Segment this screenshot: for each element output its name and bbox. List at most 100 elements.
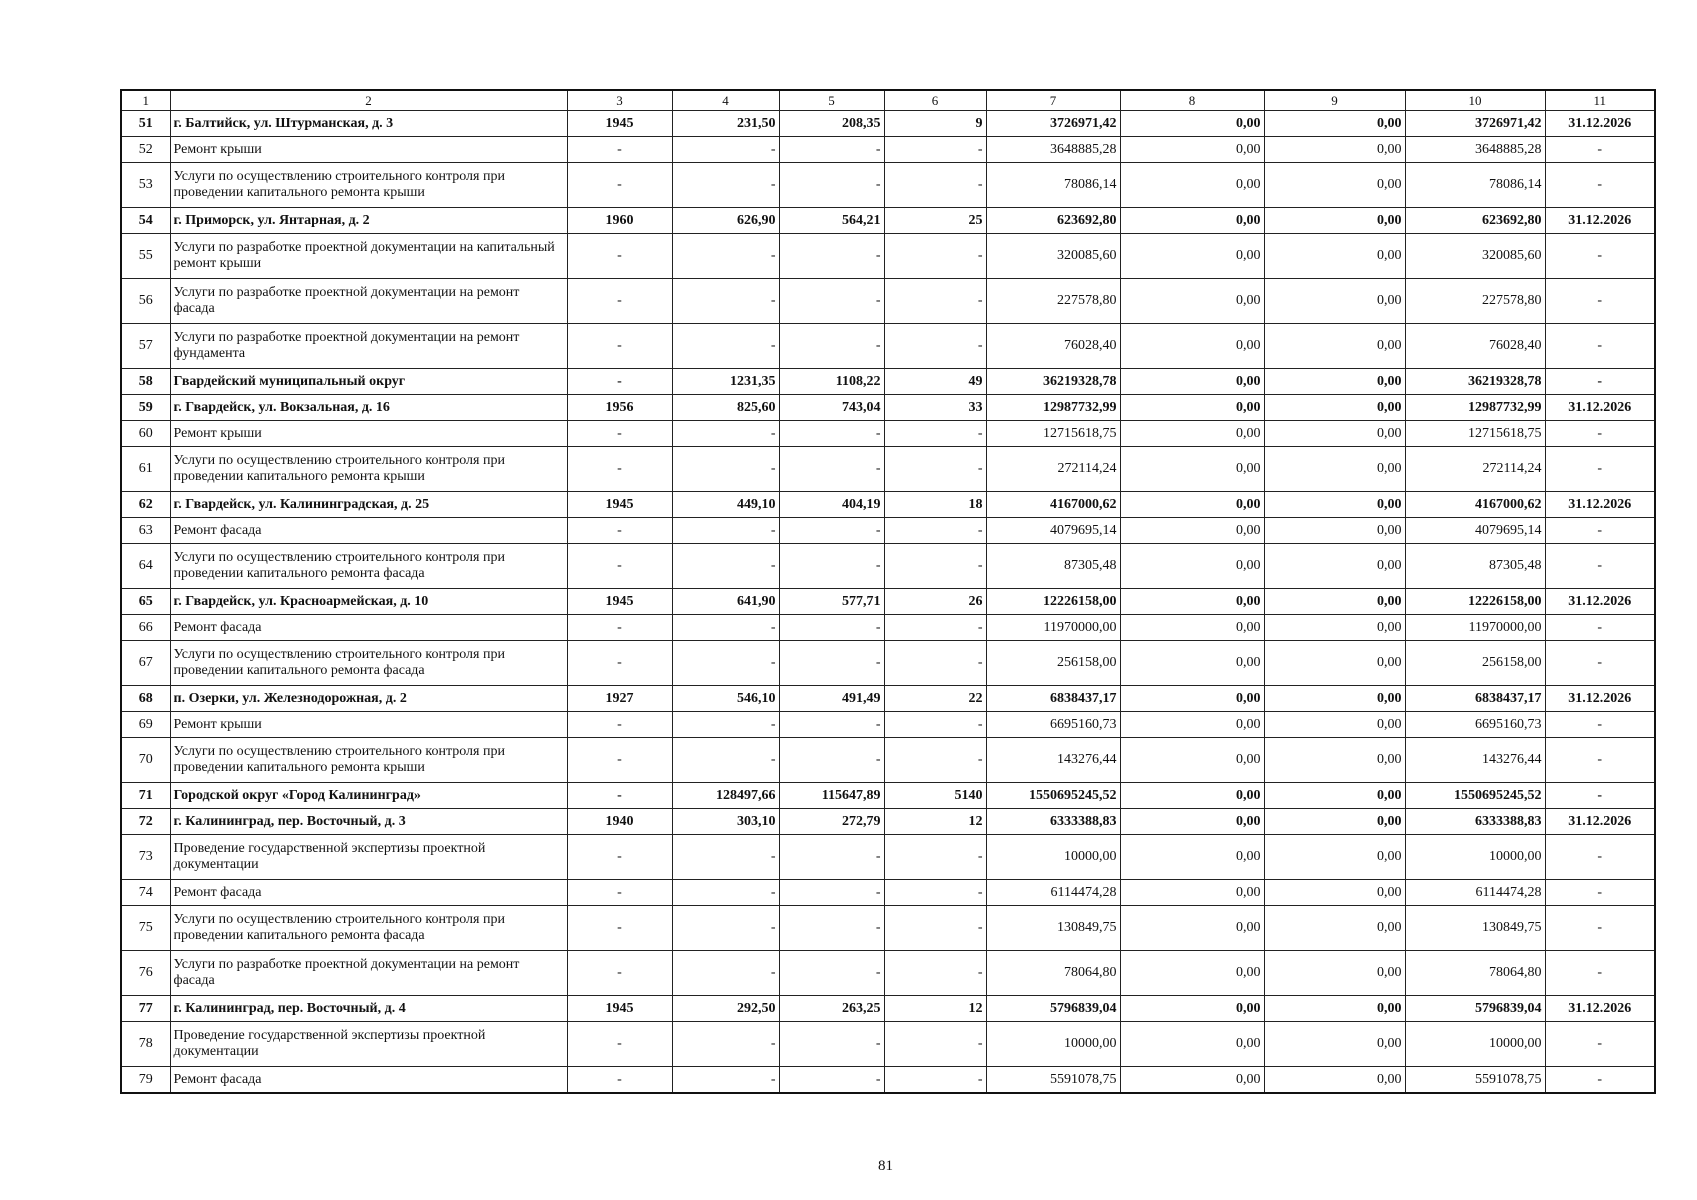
item-name-cell: г. Калининград, пер. Восточный, д. 3: [169, 808, 568, 835]
item-name-cell: г. Балтийск, ул. Штурманская, д. 3: [169, 110, 568, 137]
area-total-cell: 231,50: [671, 110, 780, 137]
fund-federal-cell: 0,00: [1119, 136, 1265, 163]
residents-cell: -: [883, 517, 987, 544]
deadline-cell: 31.12.2026: [1544, 110, 1656, 137]
row-number-cell: 67: [120, 640, 171, 686]
year-cell: -: [566, 368, 673, 395]
area-total-cell: -: [671, 950, 780, 996]
deadline-cell: -: [1544, 614, 1656, 641]
fund-owners-cell: 36219328,78: [1404, 368, 1546, 395]
cost-total-cell: 4079695,14: [985, 517, 1121, 544]
item-name-cell: Услуги по разработке проектной документа…: [169, 950, 568, 996]
residents-cell: -: [883, 278, 987, 324]
column-number-cell: 2: [169, 89, 568, 111]
item-name-cell: Ремонт крыши: [169, 711, 568, 738]
area-total-cell: -: [671, 446, 780, 492]
fund-federal-cell: 0,00: [1119, 588, 1265, 615]
fund-owners-cell: 272114,24: [1404, 446, 1546, 492]
deadline-cell: 31.12.2026: [1544, 394, 1656, 421]
fund-regional-cell: 0,00: [1263, 995, 1406, 1022]
item-name-cell: Ремонт фасада: [169, 1066, 568, 1094]
table-row: 56 Услуги по разработке проектной докумен…: [120, 278, 1656, 324]
row-number-cell: 61: [120, 446, 171, 492]
cost-total-cell: 87305,48: [985, 543, 1121, 589]
area-living-cell: -: [778, 420, 885, 447]
residents-cell: 12: [883, 808, 987, 835]
row-number-cell: 73: [120, 834, 171, 880]
year-cell: 1956: [566, 394, 673, 421]
residents-cell: 5140: [883, 782, 987, 809]
item-name-cell: п. Озерки, ул. Железнодорожная, д. 2: [169, 685, 568, 712]
residents-cell: -: [883, 543, 987, 589]
row-number-cell: 64: [120, 543, 171, 589]
fund-federal-cell: 0,00: [1119, 640, 1265, 686]
fund-owners-cell: 6838437,17: [1404, 685, 1546, 712]
deadline-cell: -: [1544, 711, 1656, 738]
fund-federal-cell: 0,00: [1119, 905, 1265, 951]
column-number-cell: 5: [778, 89, 885, 111]
fund-federal-cell: 0,00: [1119, 685, 1265, 712]
fund-federal-cell: 0,00: [1119, 543, 1265, 589]
fund-owners-cell: 4079695,14: [1404, 517, 1546, 544]
residents-cell: 12: [883, 995, 987, 1022]
table-row: 71 Городской округ «Город Калининград» -12…: [120, 782, 1656, 809]
residents-cell: -: [883, 446, 987, 492]
residents-cell: -: [883, 136, 987, 163]
residents-cell: -: [883, 834, 987, 880]
table-row: 68 п. Озерки, ул. Железнодорожная, д. 2 19…: [120, 685, 1656, 712]
area-living-cell: -: [778, 446, 885, 492]
fund-regional-cell: 0,00: [1263, 782, 1406, 809]
area-total-cell: 641,90: [671, 588, 780, 615]
deadline-cell: -: [1544, 278, 1656, 324]
cost-total-cell: 6838437,17: [985, 685, 1121, 712]
fund-regional-cell: 0,00: [1263, 491, 1406, 518]
year-cell: -: [566, 278, 673, 324]
fund-federal-cell: 0,00: [1119, 368, 1265, 395]
table-row: 57 Услуги по разработке проектной докумен…: [120, 323, 1656, 369]
fund-owners-cell: 130849,75: [1404, 905, 1546, 951]
residents-cell: 9: [883, 110, 987, 137]
residents-cell: -: [883, 323, 987, 369]
cost-total-cell: 320085,60: [985, 233, 1121, 279]
area-living-cell: -: [778, 879, 885, 906]
row-number-cell: 54: [120, 207, 171, 234]
column-number-cell: 1: [120, 89, 171, 111]
year-cell: 1940: [566, 808, 673, 835]
cost-total-cell: 6114474,28: [985, 879, 1121, 906]
area-living-cell: 115647,89: [778, 782, 885, 809]
cost-total-cell: 10000,00: [985, 834, 1121, 880]
cost-total-cell: 3648885,28: [985, 136, 1121, 163]
row-number-cell: 71: [120, 782, 171, 809]
year-cell: -: [566, 905, 673, 951]
deadline-cell: 31.12.2026: [1544, 588, 1656, 615]
residents-cell: 18: [883, 491, 987, 518]
fund-regional-cell: 0,00: [1263, 136, 1406, 163]
deadline-cell: -: [1544, 233, 1656, 279]
deadline-cell: 31.12.2026: [1544, 995, 1656, 1022]
item-name-cell: Услуги по разработке проектной документа…: [169, 233, 568, 279]
table-row: 69 Ремонт крыши - - - -6695160,73 0,00 0,00 6695…: [120, 711, 1656, 738]
area-living-cell: -: [778, 711, 885, 738]
fund-owners-cell: 5796839,04: [1404, 995, 1546, 1022]
cost-total-cell: 5796839,04: [985, 995, 1121, 1022]
year-cell: -: [566, 950, 673, 996]
row-number-cell: 60: [120, 420, 171, 447]
row-number-cell: 62: [120, 491, 171, 518]
area-total-cell: -: [671, 543, 780, 589]
fund-regional-cell: 0,00: [1263, 446, 1406, 492]
item-name-cell: Проведение государственной экспертизы пр…: [169, 834, 568, 880]
fund-regional-cell: 0,00: [1263, 394, 1406, 421]
table-row: 78 Проведение государственной экспертизы …: [120, 1021, 1656, 1067]
fund-owners-cell: 256158,00: [1404, 640, 1546, 686]
residents-cell: -: [883, 233, 987, 279]
fund-owners-cell: 76028,40: [1404, 323, 1546, 369]
area-living-cell: 404,19: [778, 491, 885, 518]
fund-federal-cell: 0,00: [1119, 737, 1265, 783]
fund-federal-cell: 0,00: [1119, 233, 1265, 279]
table-row: 58 Гвардейский муниципальный округ -1231,3…: [120, 368, 1656, 395]
column-number-cell: 7: [985, 89, 1121, 111]
deadline-cell: 31.12.2026: [1544, 685, 1656, 712]
residents-cell: 26: [883, 588, 987, 615]
year-cell: -: [566, 614, 673, 641]
fund-owners-cell: 6333388,83: [1404, 808, 1546, 835]
